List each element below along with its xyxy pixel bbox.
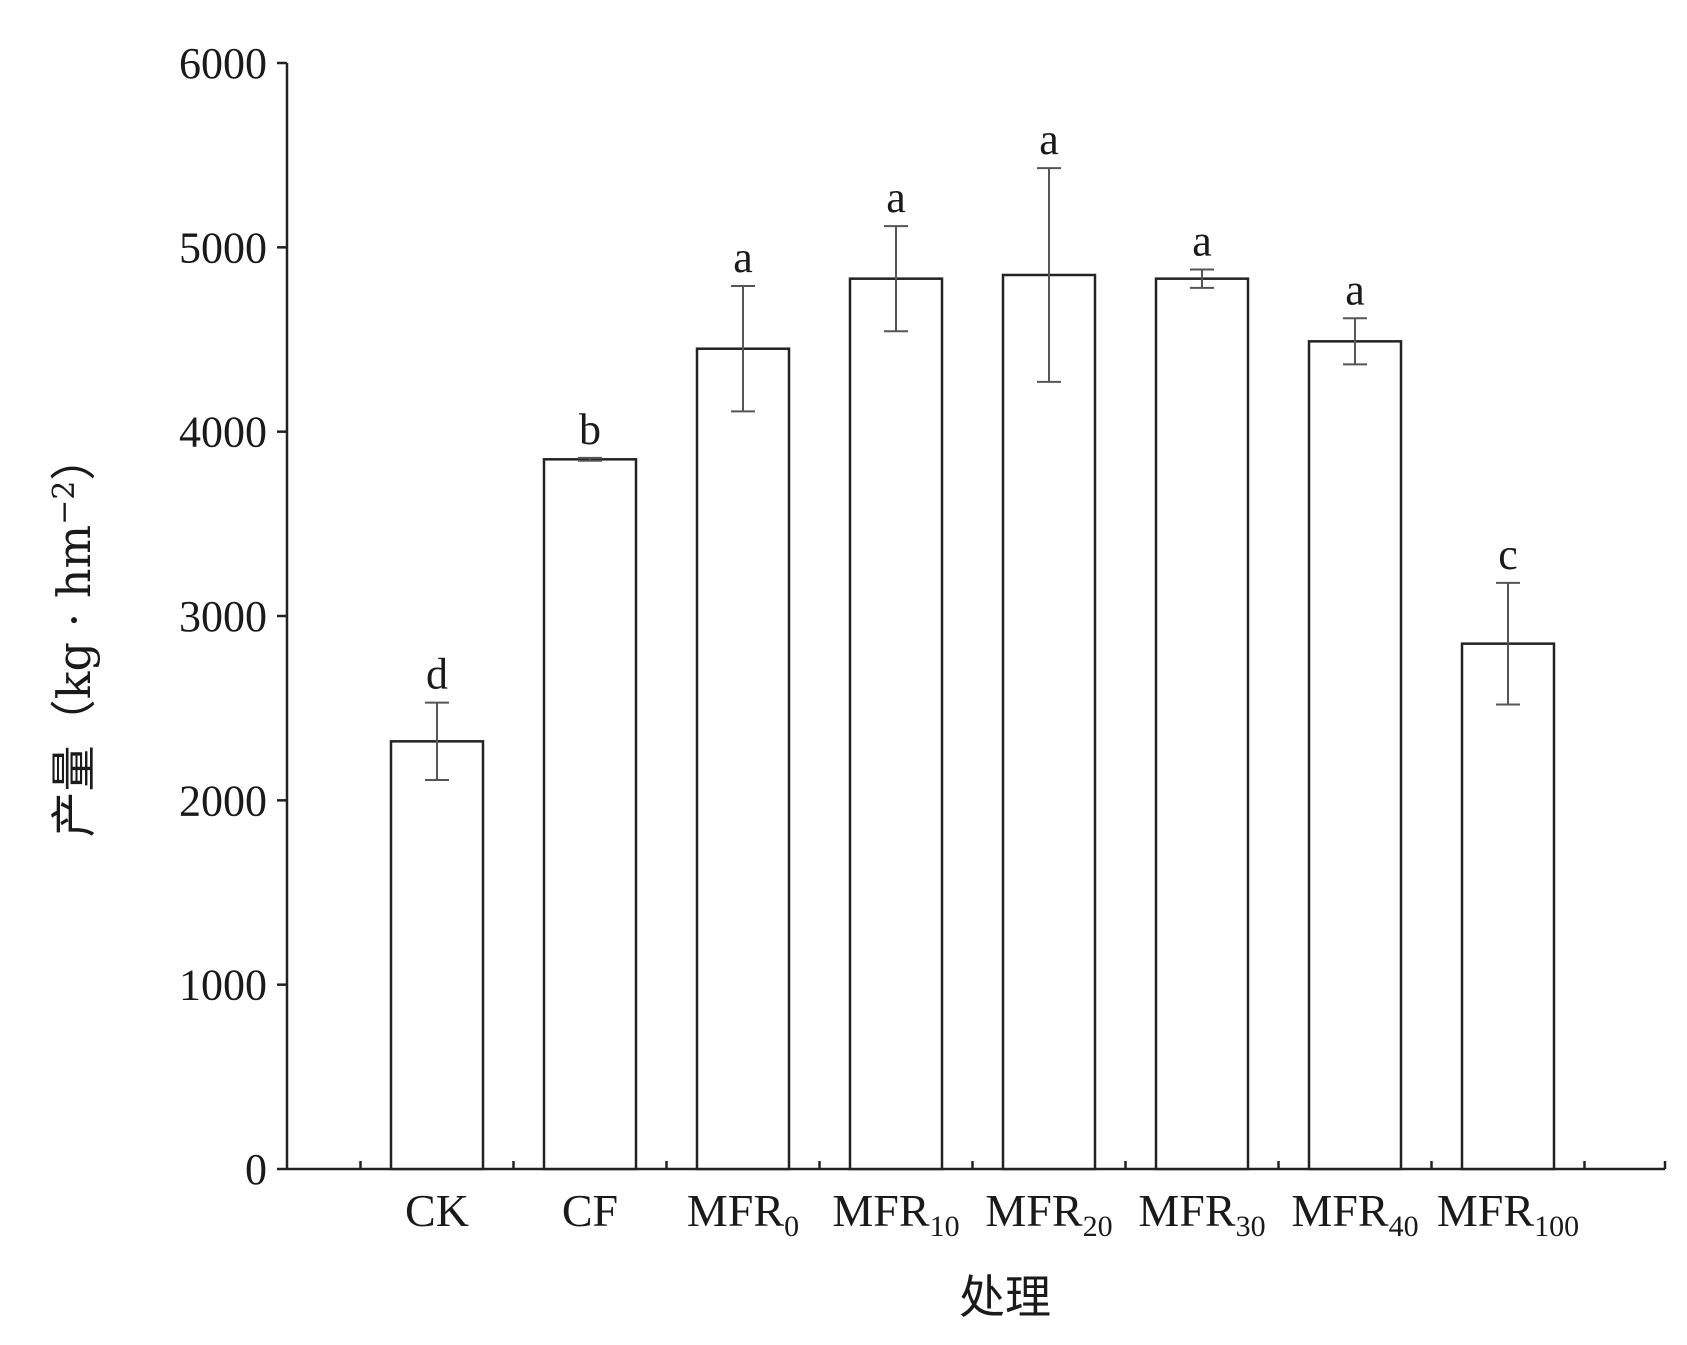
y-axis: 0 1000 2000 3000 4000 5000 6000	[179, 39, 289, 1194]
x-tick-label: MFR20	[985, 1185, 1112, 1243]
bar	[389, 740, 485, 1171]
category-labels: CK CF MFR0 MFR10 MFR20 MFR30 MFR40 MFR100	[405, 1185, 1579, 1243]
bar	[542, 458, 638, 1171]
y-axis-title: 产量（kg · hm−2）	[47, 435, 101, 838]
y-tick-label: 6000	[179, 39, 267, 88]
significance-label: d	[426, 650, 448, 699]
significance-label: a	[733, 233, 753, 282]
significance-label: a	[1039, 115, 1059, 164]
y-tick-label: 5000	[179, 223, 267, 272]
y-axis-title-main: 产量（kg · hm	[47, 525, 101, 837]
x-tick-label: MFR30	[1138, 1185, 1265, 1243]
y-tick-label: 1000	[179, 961, 267, 1010]
x-axis	[287, 1161, 1667, 1171]
y-tick-label: 3000	[179, 592, 267, 641]
significance-label: b	[579, 405, 601, 454]
y-axis-title-close: ）	[47, 435, 101, 481]
bar	[1154, 277, 1250, 1171]
significance-label: a	[1345, 265, 1365, 314]
significance-label: a	[1192, 216, 1212, 265]
x-tick-label: CK	[405, 1185, 469, 1236]
significance-label: c	[1498, 530, 1518, 579]
y-tick-label: 4000	[179, 408, 267, 457]
x-tick-label: MFR40	[1291, 1185, 1418, 1243]
bars	[389, 273, 1556, 1171]
x-tick-label: MFR10	[832, 1185, 959, 1243]
x-tick-label: MFR100	[1437, 1185, 1579, 1243]
x-tick-label: CF	[562, 1185, 618, 1236]
bar	[1460, 642, 1556, 1171]
bar	[1001, 273, 1097, 1171]
bar	[1307, 340, 1403, 1171]
significance-label: a	[886, 173, 906, 222]
y-tick-label: 2000	[179, 776, 267, 825]
error-bars	[425, 167, 1520, 782]
x-tick-label: MFR0	[687, 1185, 799, 1243]
y-tick-label: 0	[245, 1145, 267, 1194]
y-axis-title-sup: −2	[47, 481, 82, 525]
bar	[695, 347, 791, 1171]
significance-labels: d b a a a a a c	[426, 115, 1518, 699]
bar	[848, 277, 944, 1171]
x-axis-title: 处理	[959, 1270, 1051, 1324]
